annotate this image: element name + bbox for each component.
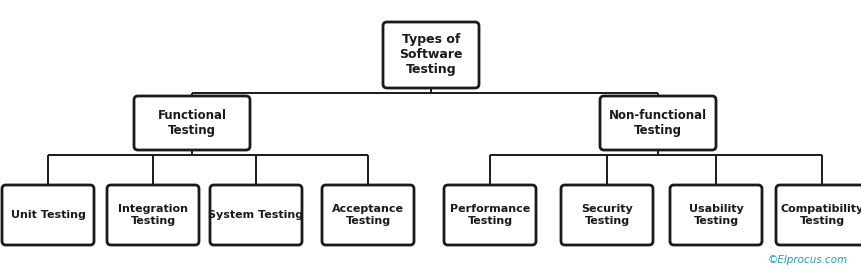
Text: Usability
Testing: Usability Testing — [688, 204, 742, 226]
FancyBboxPatch shape — [322, 185, 413, 245]
Text: Types of
Software
Testing: Types of Software Testing — [399, 34, 462, 76]
Text: Functional
Testing: Functional Testing — [158, 109, 226, 137]
FancyBboxPatch shape — [669, 185, 761, 245]
Text: Performance
Testing: Performance Testing — [449, 204, 530, 226]
FancyBboxPatch shape — [561, 185, 653, 245]
FancyBboxPatch shape — [443, 185, 536, 245]
Text: Integration
Testing: Integration Testing — [118, 204, 188, 226]
Text: System Testing: System Testing — [208, 210, 303, 220]
FancyBboxPatch shape — [775, 185, 861, 245]
FancyBboxPatch shape — [210, 185, 301, 245]
Text: Security
Testing: Security Testing — [580, 204, 632, 226]
Text: Unit Testing: Unit Testing — [10, 210, 85, 220]
Text: Non-functional
Testing: Non-functional Testing — [608, 109, 706, 137]
FancyBboxPatch shape — [599, 96, 715, 150]
FancyBboxPatch shape — [382, 22, 479, 88]
Text: Compatibility
Testing: Compatibility Testing — [779, 204, 861, 226]
FancyBboxPatch shape — [133, 96, 250, 150]
Text: Acceptance
Testing: Acceptance Testing — [331, 204, 404, 226]
FancyBboxPatch shape — [2, 185, 94, 245]
FancyBboxPatch shape — [107, 185, 199, 245]
Text: ©Elprocus.com: ©Elprocus.com — [767, 255, 847, 265]
